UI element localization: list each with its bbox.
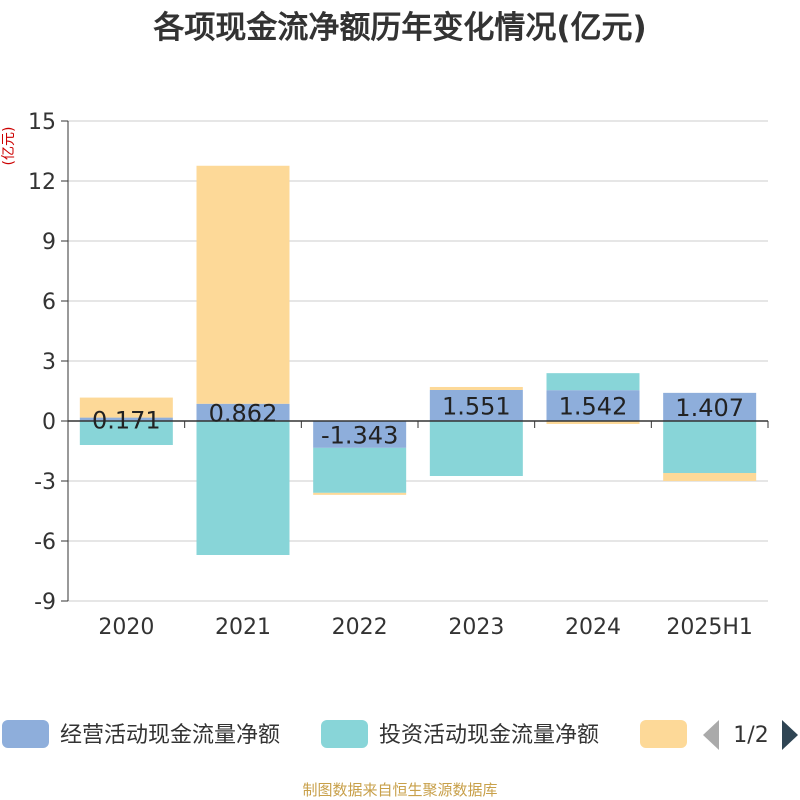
source-note: 制图数据来自恒生聚源数据库 [302, 781, 497, 799]
data-label: 0.862 [209, 399, 278, 427]
y-tick-label: 15 [28, 110, 56, 135]
bar-series-3-2021[interactable] [196, 165, 290, 404]
x-tick-label: 2022 [332, 615, 388, 640]
bar-series-2-2022[interactable] [313, 447, 407, 493]
bar-series-1-2022[interactable] [313, 421, 407, 448]
bar-series-3-2020[interactable] [79, 397, 173, 418]
bar-series-1-2024[interactable] [546, 390, 640, 421]
y-tick-label: 9 [42, 230, 56, 255]
chart-title: 各项现金流净额历年变化情况(亿元) [152, 10, 646, 46]
legend-label[interactable]: 投资活动现金流量净额 [379, 723, 599, 748]
data-label: 1.542 [559, 393, 628, 421]
legend: 经营活动现金流量净额 投资活动现金流量净额 1/2 [2, 720, 798, 750]
bar-series-3-2024[interactable] [546, 421, 640, 424]
data-label: 1.407 [675, 394, 744, 422]
x-tick-label: 2024 [565, 615, 621, 640]
bar-series-2-2023[interactable] [429, 421, 523, 476]
legend-swatch[interactable] [640, 720, 687, 748]
legend-next-icon[interactable] [782, 720, 798, 750]
axes: 15 12 9 6 3 0 -3 -6 -9 2020 2021 2022 2023 2024 2025H1 [28, 110, 769, 640]
x-tick-label: 2023 [448, 615, 504, 640]
x-tick-label: 2020 [98, 615, 154, 640]
data-label: -1.343 [321, 421, 398, 449]
bar-series-1-2020[interactable] [79, 417, 173, 421]
bar-series-1-2025H1[interactable] [663, 392, 757, 421]
y-axis-unit-label: (亿元) [1, 127, 17, 166]
y-tick-label: 6 [42, 290, 56, 315]
bar-series-3-2023[interactable] [429, 386, 523, 390]
legend-prev-icon[interactable] [703, 720, 719, 750]
bar-series-2-2021[interactable] [196, 421, 290, 555]
y-tick-label: -9 [34, 590, 56, 615]
data-labels: 0.171 0.862 -1.343 1.551 1.542 1.407 [92, 392, 744, 449]
data-label: 1.551 [442, 392, 511, 420]
x-tick-label: 2021 [215, 615, 271, 640]
bars [79, 165, 757, 555]
y-tick-label: 3 [42, 350, 56, 375]
legend-swatch[interactable] [2, 720, 49, 748]
legend-swatch[interactable] [321, 720, 368, 748]
bar-series-3-2025H1[interactable] [663, 473, 757, 481]
bar-series-1-2021[interactable] [196, 403, 290, 421]
legend-label[interactable]: 经营活动现金流量净额 [60, 723, 280, 748]
y-tick-label: -3 [34, 470, 56, 495]
legend-page-indicator: 1/2 [733, 723, 768, 748]
data-label: 0.171 [92, 406, 161, 434]
bar-series-1-2023[interactable] [429, 389, 523, 421]
bar-series-2-2025H1[interactable] [663, 421, 757, 473]
x-tick-label: 2025H1 [666, 615, 753, 640]
bar-series-3-2022[interactable] [313, 492, 407, 495]
y-tick-label: 0 [42, 410, 56, 435]
y-tick-label: -6 [34, 530, 56, 555]
y-tick-label: 12 [28, 170, 56, 195]
bar-series-2-2020[interactable] [79, 421, 173, 445]
gridlines [68, 120, 768, 602]
bar-series-2-2024[interactable] [546, 373, 640, 391]
